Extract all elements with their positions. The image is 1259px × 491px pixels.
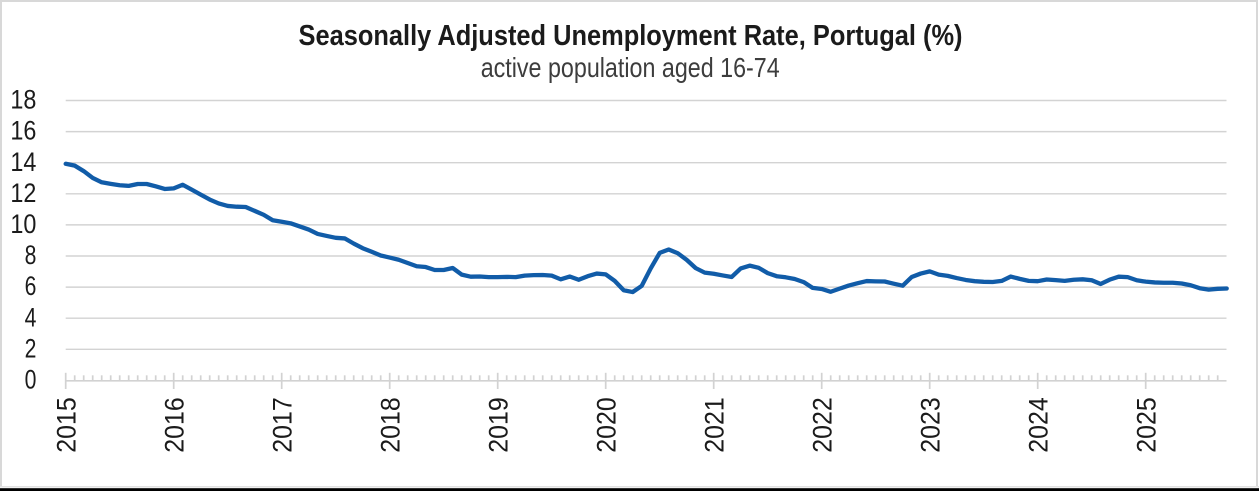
svg-text:2020: 2020 xyxy=(591,397,621,453)
svg-text:2023: 2023 xyxy=(915,397,945,453)
svg-text:18: 18 xyxy=(10,85,36,115)
svg-text:2018: 2018 xyxy=(375,397,405,453)
svg-text:Seasonally Adjusted Unemployme: Seasonally Adjusted Unemployment Rate, P… xyxy=(299,20,963,52)
svg-text:14: 14 xyxy=(10,147,36,177)
svg-text:2022: 2022 xyxy=(807,397,837,453)
svg-text:2015: 2015 xyxy=(51,397,81,453)
svg-text:2016: 2016 xyxy=(159,397,189,453)
svg-text:2017: 2017 xyxy=(267,397,297,453)
svg-text:4: 4 xyxy=(25,302,37,332)
svg-text:6: 6 xyxy=(25,271,37,301)
svg-text:12: 12 xyxy=(10,178,36,208)
svg-text:16: 16 xyxy=(10,116,36,146)
svg-text:2024: 2024 xyxy=(1023,397,1053,453)
svg-text:0: 0 xyxy=(25,365,37,395)
svg-text:8: 8 xyxy=(25,240,37,270)
svg-text:2025: 2025 xyxy=(1131,397,1161,453)
svg-text:2: 2 xyxy=(25,333,37,363)
svg-text:2021: 2021 xyxy=(699,397,729,453)
svg-text:active population aged 16-74: active population aged 16-74 xyxy=(481,52,780,83)
svg-text:2019: 2019 xyxy=(483,397,513,453)
svg-text:10: 10 xyxy=(10,209,36,239)
